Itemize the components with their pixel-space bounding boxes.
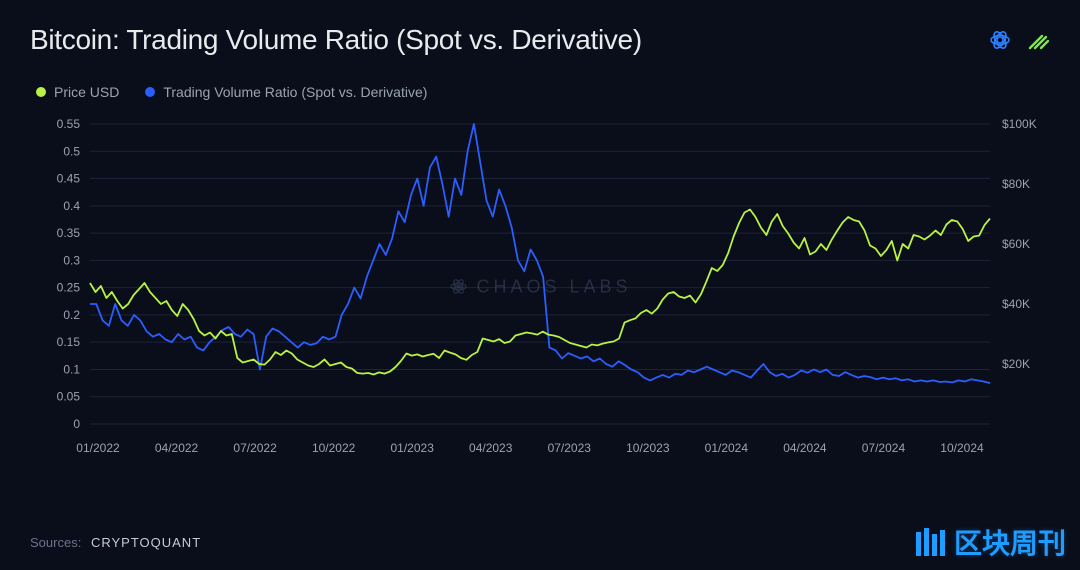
svg-text:07/2023: 07/2023 xyxy=(548,441,592,455)
svg-text:0.35: 0.35 xyxy=(57,226,81,240)
svg-text:01/2024: 01/2024 xyxy=(705,441,749,455)
legend: Price USD Trading Volume Ratio (Spot vs.… xyxy=(36,84,1050,100)
svg-text:01/2022: 01/2022 xyxy=(76,441,120,455)
footer-source: CRYPTOQUANT xyxy=(91,535,201,550)
svg-text:$100K: $100K xyxy=(1002,117,1037,131)
chart-area: 0 0.05 0.1 0.15 0.2 0.25 0.3 0.35 0.4 0.45 0.5 0.55… xyxy=(30,114,1050,474)
brand-text: 区块周刊 xyxy=(954,522,1066,562)
svg-text:$20K: $20K xyxy=(1002,357,1030,371)
brand-overlay: 区块周刊 xyxy=(912,522,1066,562)
svg-text:0.15: 0.15 xyxy=(57,335,81,349)
svg-text:$60K: $60K xyxy=(1002,237,1030,251)
legend-label: Price USD xyxy=(54,84,119,100)
svg-text:04/2022: 04/2022 xyxy=(155,441,199,455)
settings-icon[interactable] xyxy=(988,28,1012,52)
svg-text:10/2022: 10/2022 xyxy=(312,441,356,455)
source-footer: Sources: CRYPTOQUANT xyxy=(30,535,201,550)
legend-dot xyxy=(145,87,155,97)
page-title: Bitcoin: Trading Volume Ratio (Spot vs. … xyxy=(30,24,642,56)
svg-text:04/2023: 04/2023 xyxy=(469,441,513,455)
svg-text:0.4: 0.4 xyxy=(63,199,80,213)
svg-text:07/2024: 07/2024 xyxy=(862,441,906,455)
brand-logo-icon xyxy=(912,524,948,560)
svg-text:0.25: 0.25 xyxy=(57,281,81,295)
svg-text:0.2: 0.2 xyxy=(63,308,80,322)
svg-text:$80K: $80K xyxy=(1002,177,1030,191)
legend-item-price[interactable]: Price USD xyxy=(36,84,119,100)
svg-text:01/2023: 01/2023 xyxy=(390,441,434,455)
svg-text:04/2024: 04/2024 xyxy=(783,441,827,455)
toolbar xyxy=(988,28,1050,52)
svg-text:07/2022: 07/2022 xyxy=(233,441,277,455)
footer-label: Sources: xyxy=(30,535,81,550)
svg-text:0.55: 0.55 xyxy=(57,117,81,131)
svg-text:0.05: 0.05 xyxy=(57,390,81,404)
expand-icon[interactable] xyxy=(1026,28,1050,52)
svg-text:0.5: 0.5 xyxy=(63,144,80,158)
svg-text:0.3: 0.3 xyxy=(63,253,80,267)
chart-header: Bitcoin: Trading Volume Ratio (Spot vs. … xyxy=(30,24,1050,56)
legend-dot xyxy=(36,87,46,97)
legend-item-ratio[interactable]: Trading Volume Ratio (Spot vs. Derivativ… xyxy=(145,84,427,100)
svg-text:$40K: $40K xyxy=(1002,297,1030,311)
legend-label: Trading Volume Ratio (Spot vs. Derivativ… xyxy=(163,84,427,100)
svg-text:0: 0 xyxy=(73,417,80,431)
svg-text:0.45: 0.45 xyxy=(57,172,81,186)
chart-svg: 0 0.05 0.1 0.15 0.2 0.25 0.3 0.35 0.4 0.45 0.5 0.55… xyxy=(30,114,1050,474)
svg-text:0.1: 0.1 xyxy=(63,362,80,376)
svg-text:10/2023: 10/2023 xyxy=(626,441,670,455)
svg-text:10/2024: 10/2024 xyxy=(940,441,984,455)
